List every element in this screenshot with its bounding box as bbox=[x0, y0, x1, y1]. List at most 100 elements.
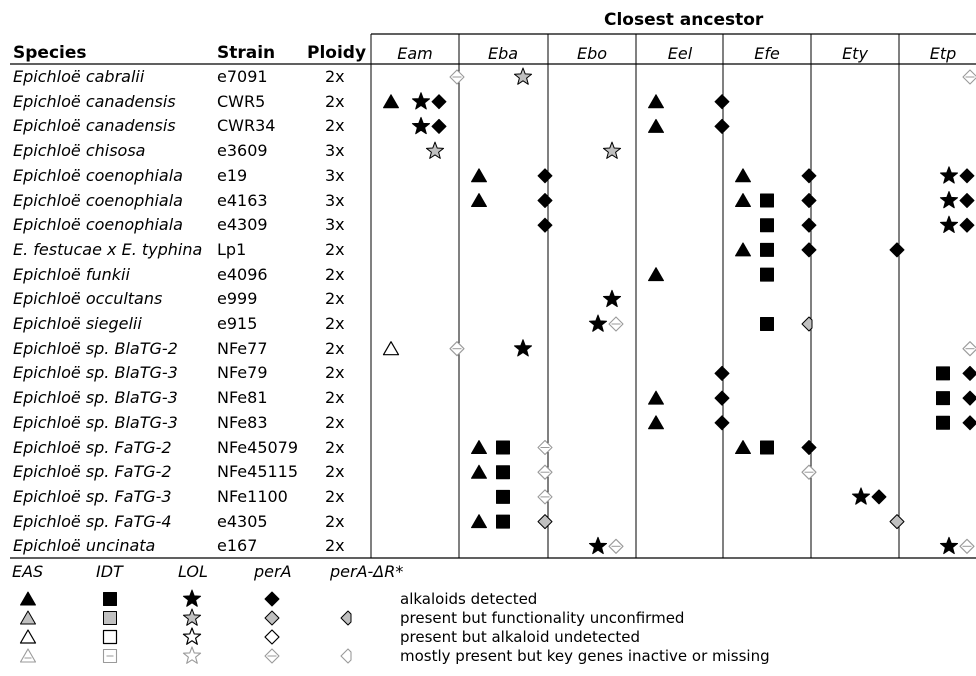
legend-sq-icon bbox=[104, 631, 117, 644]
symbol-sq-eba bbox=[497, 466, 510, 479]
legend-tri-icon bbox=[21, 592, 36, 605]
strain-id: e167 bbox=[217, 536, 257, 556]
symbol-sq-eba bbox=[497, 490, 510, 503]
symbol-tri-eel bbox=[649, 119, 664, 132]
legend-star-icon bbox=[183, 609, 200, 625]
ploidy-value: 2x bbox=[325, 265, 345, 285]
legend-sq-icon bbox=[104, 650, 117, 663]
symbol-tri-eel bbox=[649, 268, 664, 281]
symbol-star-etp bbox=[940, 192, 957, 208]
symbol-diamond-eel bbox=[715, 95, 729, 109]
strain-id: Lp1 bbox=[217, 240, 246, 260]
symbol-tri-efe bbox=[736, 194, 751, 207]
symbol-tri-efe bbox=[736, 243, 751, 256]
symbol-tri-eba bbox=[472, 169, 487, 182]
symbol-diamond-eba bbox=[538, 490, 552, 504]
species-name: Epichloë sp. BlaTG-3 bbox=[13, 413, 178, 433]
legend-sq-icon bbox=[104, 593, 117, 606]
ploidy-value: 2x bbox=[325, 462, 345, 482]
ancestor-header-eam: Eam bbox=[371, 44, 459, 64]
species-name: Epichloë sp. BlaTG-2 bbox=[13, 339, 178, 359]
symbol-star-ebo bbox=[589, 537, 606, 553]
species-name: Epichloë funkii bbox=[13, 265, 130, 285]
symbol-tri-eel bbox=[649, 391, 664, 404]
symbol-diamond-etp bbox=[963, 342, 976, 356]
symbol-star-etp bbox=[940, 167, 957, 183]
symbol-diamond-eba bbox=[538, 515, 552, 529]
strain-id: e999 bbox=[217, 289, 257, 309]
symbol-tri-eam bbox=[384, 342, 399, 355]
ploidy-value: 2x bbox=[325, 388, 345, 408]
ploidy-value: 2x bbox=[325, 339, 345, 359]
ploidy-value: 2x bbox=[325, 116, 345, 136]
species-name: Epichloë cabralii bbox=[13, 67, 144, 87]
legend-tri-icon bbox=[21, 611, 36, 624]
symbol-star-ebo bbox=[603, 142, 620, 158]
ploidy-value: 2x bbox=[325, 512, 345, 532]
symbol-tri-eba bbox=[472, 465, 487, 478]
legend-diamond-icon bbox=[265, 611, 279, 625]
ancestor-header-efe: Efe bbox=[723, 44, 811, 64]
symbol-diamond-eam bbox=[450, 70, 464, 84]
strain-id: e4163 bbox=[217, 191, 268, 211]
symbol-star-ety bbox=[852, 488, 869, 504]
symbol-diamond-efe bbox=[802, 465, 816, 479]
ploidy-value: 3x bbox=[325, 215, 345, 235]
symbol-star-etp bbox=[940, 537, 957, 553]
strain-id: NFe77 bbox=[217, 339, 268, 359]
species-name: Epichloë sp. FaTG-2 bbox=[13, 438, 172, 458]
symbol-sq-efe bbox=[761, 194, 774, 207]
strain-id: NFe83 bbox=[217, 413, 268, 433]
symbol-diamond-etp bbox=[960, 169, 974, 183]
symbol-tri-eba bbox=[472, 515, 487, 528]
legend-column-label: perA-ΔR* bbox=[330, 562, 403, 582]
symbol-diamond-efe bbox=[802, 441, 816, 455]
ploidy-column-header: Ploidy bbox=[307, 43, 366, 63]
strain-id: e915 bbox=[217, 314, 257, 334]
symbol-diamond-eel bbox=[715, 416, 729, 430]
ploidy-value: 3x bbox=[325, 166, 345, 186]
closest-ancestor-header: Closest ancestor bbox=[604, 10, 763, 30]
strain-id: NFe79 bbox=[217, 363, 268, 383]
symbol-sq-efe bbox=[761, 268, 774, 281]
legend-diamond-icon bbox=[265, 630, 279, 644]
ploidy-value: 2x bbox=[325, 413, 345, 433]
legend-star-icon bbox=[183, 647, 200, 663]
species-name: Epichloë occultans bbox=[13, 289, 162, 309]
symbol-diamond-ety bbox=[872, 490, 886, 504]
species-name: Epichloë sp. BlaTG-3 bbox=[13, 363, 178, 383]
symbol-tri-eel bbox=[649, 95, 664, 108]
symbol-sq-etp bbox=[937, 367, 950, 380]
symbol-diamond-eba bbox=[538, 441, 552, 455]
symbol-sq-efe bbox=[761, 243, 774, 256]
symbol-diamond-eam bbox=[432, 95, 446, 109]
strain-id: e4096 bbox=[217, 265, 268, 285]
symbol-tri-eba bbox=[472, 441, 487, 454]
symbol-diamond-ebo bbox=[609, 317, 623, 331]
strain-id: CWR34 bbox=[217, 116, 275, 136]
symbol-diamond-eba bbox=[538, 169, 552, 183]
strain-id: e19 bbox=[217, 166, 247, 186]
ploidy-value: 3x bbox=[325, 191, 345, 211]
legend-tri-icon bbox=[21, 630, 36, 643]
species-name: Epichloë uncinata bbox=[13, 536, 155, 556]
species-name: Epichloë coenophiala bbox=[13, 166, 183, 186]
species-name: Epichloë sp. FaTG-4 bbox=[13, 512, 172, 532]
symbol-diamond-ety bbox=[890, 515, 904, 529]
ploidy-value: 3x bbox=[325, 141, 345, 161]
ploidy-value: 2x bbox=[325, 67, 345, 87]
legend-description: present but functionality unconfirmed bbox=[400, 608, 684, 628]
symbol-tri-efe bbox=[736, 169, 751, 182]
symbol-diamond-etp bbox=[960, 539, 974, 553]
symbol-diamond-ebo bbox=[609, 539, 623, 553]
strain-id: e4305 bbox=[217, 512, 268, 532]
ploidy-value: 2x bbox=[325, 289, 345, 309]
species-name: Epichloë siegelii bbox=[13, 314, 142, 334]
legend-star-icon bbox=[183, 628, 200, 644]
ploidy-value: 2x bbox=[325, 92, 345, 112]
symbol-sq-efe bbox=[761, 318, 774, 331]
ancestor-header-etp: Etp bbox=[899, 44, 976, 64]
species-name: Epichloë sp. FaTG-2 bbox=[13, 462, 172, 482]
symbol-tri-efe bbox=[736, 441, 751, 454]
symbol-diamond-eel bbox=[715, 391, 729, 405]
